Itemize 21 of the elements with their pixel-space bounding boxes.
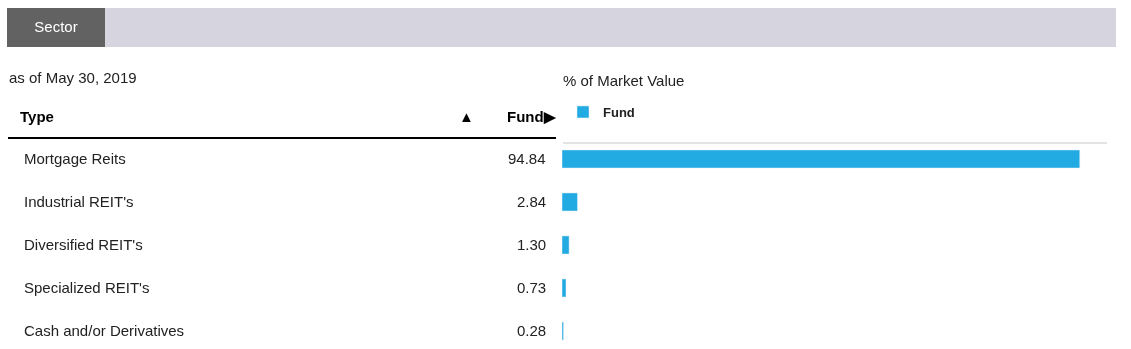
legend-label: Fund [603, 105, 635, 121]
x-axis-title: % of Market Value [563, 72, 685, 89]
y-tick-label: Mortgage Reits [24, 150, 126, 167]
bar [562, 278, 567, 298]
data-label: 0.73 [517, 279, 547, 296]
bar [562, 192, 578, 212]
text: Fund▶ [507, 108, 557, 125]
y-tick-label: Specialized REIT's [24, 279, 150, 296]
y-tick-label: Industrial REIT's [24, 193, 134, 210]
data-label: 94.84 [508, 150, 546, 167]
text: Sector [34, 18, 78, 36]
text: ▲ [459, 108, 474, 125]
bar [562, 235, 570, 255]
data-label: 1.30 [517, 236, 547, 253]
y-tick-label: Diversified REIT's [24, 236, 143, 253]
text: as of May 30, 2019 [9, 69, 137, 86]
data-label: 2.84 [517, 193, 547, 210]
data-label: 0.28 [517, 322, 547, 339]
bar [562, 149, 1080, 169]
y-tick-label: Cash and/or Derivatives [24, 322, 185, 339]
text: Type [20, 108, 54, 125]
